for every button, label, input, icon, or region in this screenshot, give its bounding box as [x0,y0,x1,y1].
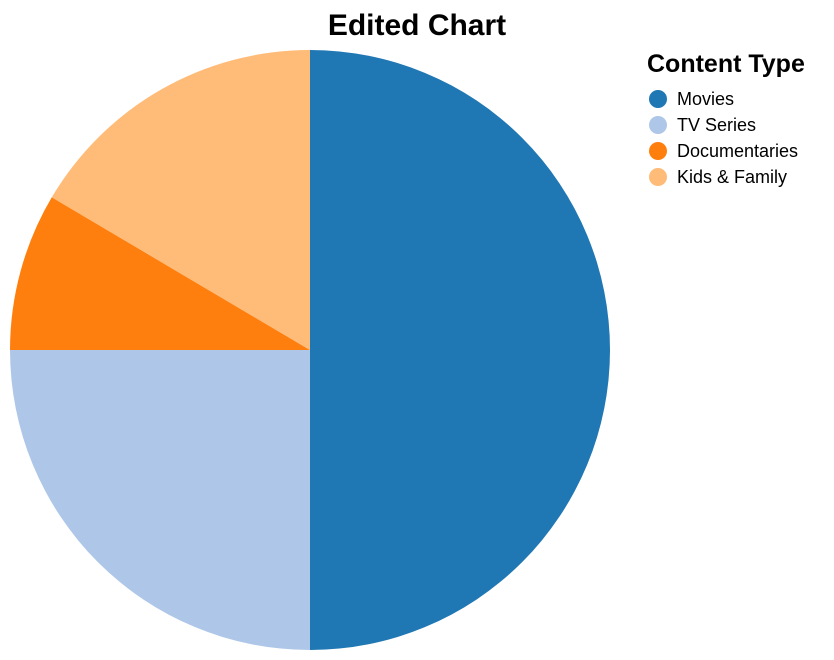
legend-item: Documentaries [649,141,798,161]
legend-swatch [649,142,667,160]
pie-slice-kids-family [51,50,310,350]
legend-items: Movies TV Series Documentaries Kids & Famil… [649,89,798,187]
legend-label: Documentaries [677,141,798,161]
legend-swatch [649,90,667,108]
legend-label: Movies [677,89,734,109]
legend-label: TV Series [677,115,756,135]
chart-title: Edited Chart [328,9,506,42]
legend-item: Movies [649,89,734,109]
pie-slices [10,50,610,650]
legend-title: Content Type [647,50,805,78]
legend: Content Type Movies TV Series Documentarie… [647,50,805,187]
legend-item: Kids & Family [649,167,787,187]
pie-slice-documentaries [10,197,310,350]
pie-slice-tv-series [10,350,310,650]
pie-slice-movies [310,50,610,650]
legend-swatch [649,168,667,186]
legend-item: TV Series [649,115,756,135]
legend-swatch [649,116,667,134]
legend-label: Kids & Family [677,167,787,187]
